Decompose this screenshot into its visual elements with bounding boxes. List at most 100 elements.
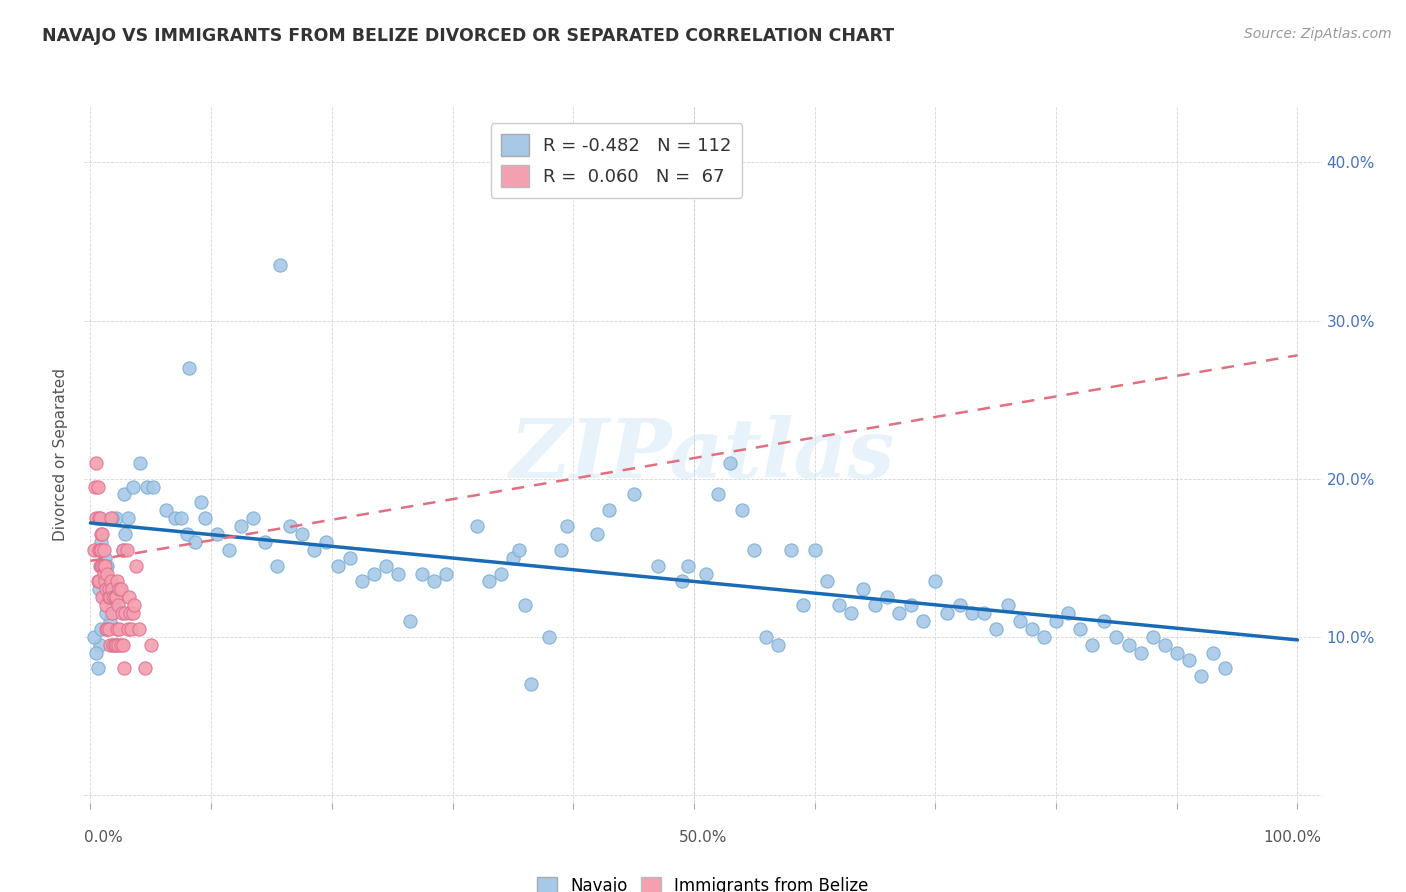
Point [184,534,207,549]
Point [86,479,108,493]
Point [110,582,132,597]
Point [852,582,875,597]
Point [231,519,253,533]
Point [889,606,911,620]
Point [93,566,115,581]
Point [671,574,693,589]
Point [339,550,361,565]
Point [363,566,385,581]
Point [96,566,118,581]
Point [242,511,264,525]
Point [1081,638,1104,652]
Point [1129,646,1152,660]
Point [98,614,121,628]
Point [513,598,536,612]
Point [94,606,117,620]
Point [465,519,488,533]
Point [278,519,301,533]
Point [139,638,162,652]
Point [87,582,110,597]
Point [1189,669,1212,683]
Point [1178,653,1201,667]
Point [520,677,543,691]
Point [718,456,741,470]
Point [742,542,765,557]
Point [96,558,118,573]
Point [997,598,1019,612]
Point [96,622,118,636]
Point [111,542,134,557]
Point [94,550,117,565]
Point [94,598,117,612]
Point [731,503,754,517]
Point [118,591,141,605]
Point [117,511,139,525]
Point [84,479,107,493]
Point [350,574,373,589]
Point [128,456,150,470]
Point [94,622,117,636]
Text: 0.0%: 0.0% [84,830,124,845]
Point [86,646,108,660]
Point [598,503,620,517]
Point [302,542,325,557]
Text: Source: ZipAtlas.com: Source: ZipAtlas.com [1244,27,1392,41]
Point [108,582,131,597]
Point [550,542,572,557]
Point [112,661,135,675]
Point [86,456,108,470]
Point [1021,622,1043,636]
Point [98,591,121,605]
Point [399,614,422,628]
Point [103,591,125,605]
Point [90,527,112,541]
Point [89,558,111,573]
Point [101,511,124,525]
Point [924,574,946,589]
Point [973,606,995,620]
Point [1057,606,1080,620]
Point [107,598,129,612]
Point [623,487,645,501]
Point [93,591,115,605]
Point [768,638,790,652]
Point [101,582,124,597]
Point [105,622,128,636]
Point [436,566,458,581]
Point [1202,646,1225,660]
Point [103,591,125,605]
Point [266,558,288,573]
Point [94,574,117,589]
Point [900,598,922,612]
Point [555,519,578,533]
Point [120,622,142,636]
Point [104,638,127,652]
Point [538,630,561,644]
Point [87,511,110,525]
Point [100,574,122,589]
Point [136,479,159,493]
Text: 50.0%: 50.0% [679,830,727,845]
Point [121,479,143,493]
Point [98,638,121,652]
Text: ZIPatlas: ZIPatlas [510,415,896,495]
Point [83,630,105,644]
Point [1069,622,1091,636]
Point [1092,614,1115,628]
Point [101,606,124,620]
Point [111,542,134,557]
Point [190,495,212,509]
Point [779,542,801,557]
Point [828,598,851,612]
Point [100,511,122,525]
Point [1008,614,1031,628]
Point [114,606,136,620]
Point [94,582,117,597]
Point [176,527,198,541]
Text: NAVAJO VS IMMIGRANTS FROM BELIZE DIVORCED OR SEPARATED CORRELATION CHART: NAVAJO VS IMMIGRANTS FROM BELIZE DIVORCE… [42,27,894,45]
Point [87,542,110,557]
Point [83,542,105,557]
Point [387,566,409,581]
Point [863,598,886,612]
Point [97,591,120,605]
